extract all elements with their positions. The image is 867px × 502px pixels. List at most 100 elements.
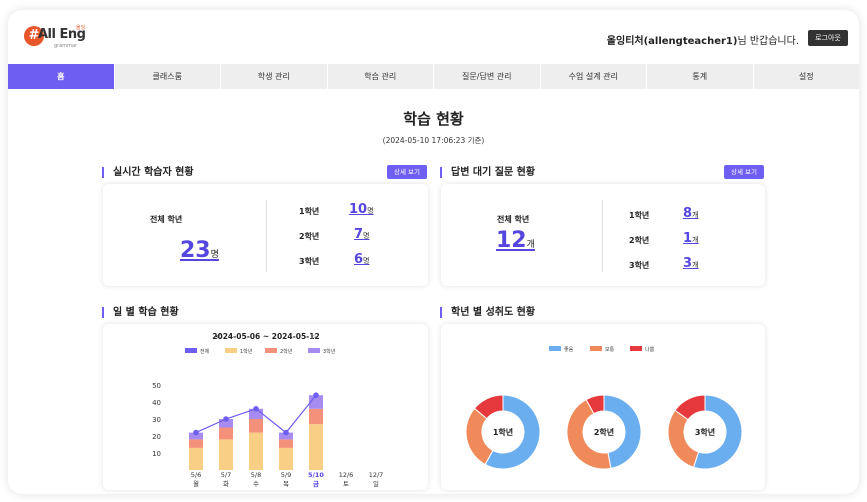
donut-legend-swatch-2 [630,346,642,351]
nav-item-classroom[interactable]: 클래스룸 [114,64,220,89]
logo[interactable]: # All Eng grammar 올잉 [24,24,88,54]
donut-1-slice-0[interactable] [603,394,642,469]
questions-card: 전체 학년 12개 1학년 8개 2학년 1개 3학년 3개 [441,184,765,286]
legend-label-1: 1학년 [240,348,253,355]
logo-kr: 올잉 [76,25,86,31]
donut-0-slice-0[interactable] [484,394,541,470]
nav-item-home[interactable]: 홈 [8,64,114,89]
questions-grade2-label: 2학년 [629,236,650,245]
donut-2-slice-0[interactable] [692,394,743,470]
nav-item-settings[interactable]: 설정 [753,64,859,89]
questions-grade1-value[interactable]: 8개 [683,206,699,221]
x-tick-day-4: 금 [313,480,319,488]
bar-0-2[interactable] [189,432,203,440]
total-point-4[interactable] [313,392,319,398]
bar-3-0[interactable] [279,447,293,470]
y-tick-1: 20 [152,433,161,441]
legend-swatch-1 [225,348,237,353]
donut-legend-label-0: 좋음 [564,347,574,353]
realtime-grade1-number: 10 [349,202,368,217]
bar-1-2[interactable] [219,419,233,428]
x-tick-day-6: 일 [373,479,379,488]
donut-chart-group: 1학년 2학년 3학년 [465,394,743,470]
nav-item-learning[interactable]: 학습 관리 [327,64,433,89]
realtime-grade2-unit: 명 [363,232,370,240]
nav-item-students[interactable]: 학생 관리 [221,64,327,89]
section-title-realtime: 실시간 학습자 현황 [102,167,194,178]
questions-grade3-unit: 개 [692,261,699,269]
bar-2-0[interactable] [249,432,263,470]
realtime-total-unit: 명 [210,250,219,260]
bar-1-1[interactable] [219,427,233,440]
questions-grade1-label: 1학년 [629,211,650,220]
realtime-total-value[interactable]: 23명 [180,238,219,263]
bar-4-2[interactable] [309,395,323,409]
bar-3-1[interactable] [279,439,293,448]
bar-chart-x-axis: 5/6월 5/7화 5/8수 5/9목 5/10금 12/6토 12/7일 [191,471,384,488]
bar-chart-legend: 전체 1학년 2학년 3학년 [185,348,336,355]
realtime-grade3-value[interactable]: 6명 [354,252,370,267]
questions-grade3-value[interactable]: 3개 [683,256,699,271]
nav-item-lesson-design[interactable]: 수업 설계 관리 [540,64,646,89]
x-tick-day-3: 목 [283,480,289,488]
bar-2-1[interactable] [249,419,263,433]
nav-item-stats[interactable]: 통계 [647,64,753,89]
realtime-grade2-value[interactable]: 7명 [354,227,370,242]
donut-1-slice-2[interactable] [585,394,605,415]
realtime-grade3-label: 3학년 [299,257,320,266]
bar-1-0[interactable] [219,439,233,470]
x-tick-date-1: 5/7 [221,471,231,479]
date-next-button[interactable]: > [311,332,317,341]
donut-legend-label-1: 보통 [605,347,615,353]
app-frame: # All Eng grammar 올잉 올잉티처(allengteacher1… [8,10,859,494]
main-nav: 홈 클래스룸 학생 관리 학습 관리 질문/답변 관리 수업 설계 관리 통계 … [8,64,859,89]
greeting: 올잉티처(allengteacher1)님 반갑습니다. [607,32,799,47]
bar-0-1[interactable] [189,439,203,448]
total-point-1[interactable] [223,416,229,422]
logo-sub: grammar [54,43,78,49]
realtime-card: 전체 학년 23명 1학년 10명 2학년 7명 3학년 6명 [103,184,428,286]
legend-swatch-3 [308,348,320,353]
questions-grade1-unit: 개 [692,211,699,219]
questions-total-value[interactable]: 12개 [496,228,535,253]
bar-0-0[interactable] [189,447,203,470]
realtime-grade2-label: 2학년 [299,232,320,241]
realtime-detail-button[interactable]: 상세 보기 [387,165,427,179]
page-timestamp: (2024-05-10 17:06:23 기준) [382,136,485,145]
donut-label-2: 3학년 [695,427,715,437]
bar-3-2[interactable] [279,432,293,440]
date-range-label: 2024-05-06 ~ 2024-05-12 [212,332,319,341]
questions-grade2-unit: 개 [692,236,699,244]
bar-chart-bars [189,395,323,470]
x-tick-date-0: 5/6 [191,471,201,479]
header: # All Eng grammar 올잉 올잉티처(allengteacher1… [8,10,859,62]
bar-4-0[interactable] [309,424,323,470]
logo-text: All Eng [38,27,86,42]
x-tick-date-6: 12/7 [369,471,384,479]
x-tick-day-5: 토 [343,480,349,488]
total-point-2[interactable] [253,406,259,412]
x-tick-day-2: 수 [253,480,259,488]
y-tick-4: 50 [152,382,161,390]
total-point-3[interactable] [283,429,289,436]
bar-2-2[interactable] [249,408,263,419]
questions-detail-button[interactable]: 상세 보기 [724,165,764,179]
donut-2-slice-2[interactable] [674,394,706,421]
realtime-grade1-value[interactable]: 10명 [349,202,374,217]
x-tick-date-3: 5/9 [281,471,291,479]
bar-4-1[interactable] [309,408,323,425]
donut-1-slice-1[interactable] [566,398,612,470]
donut-2-slice-1[interactable] [667,409,700,468]
realtime-grade1-label: 1학년 [299,207,320,216]
donut-label-0: 1학년 [493,427,513,437]
questions-grade2-value[interactable]: 1개 [683,231,699,246]
logout-button[interactable]: 로그아웃 [808,30,848,46]
donut-0-slice-2[interactable] [473,394,504,420]
donut-legend-swatch-1 [590,346,602,351]
bar-chart-total-line [193,392,319,436]
realtime-total-number: 23 [180,238,211,263]
total-point-0[interactable] [193,429,199,436]
legend-label-2: 2학년 [280,348,293,355]
nav-item-qna[interactable]: 질문/답변 관리 [434,64,540,89]
date-prev-button[interactable]: < [215,332,221,341]
